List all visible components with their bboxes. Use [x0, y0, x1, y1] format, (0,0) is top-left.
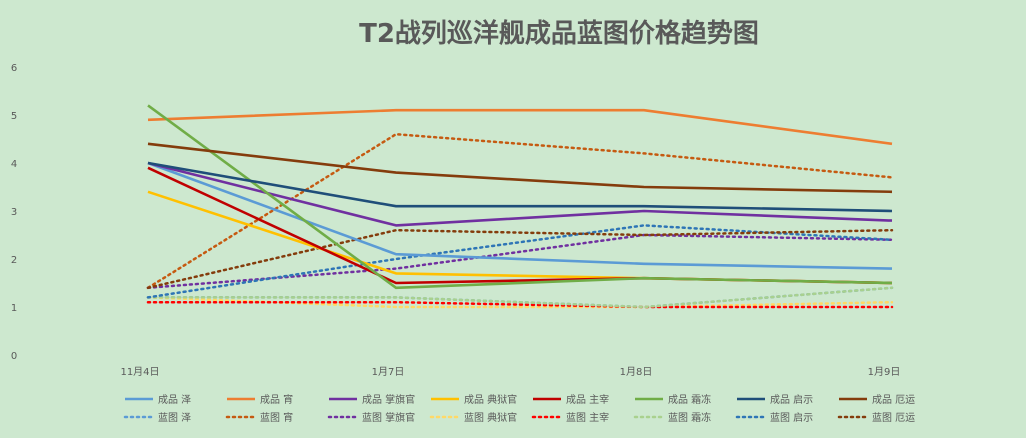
- legend-label: 蓝图 霜冻: [668, 411, 711, 424]
- legend-label: 成品 厄运: [872, 394, 915, 406]
- y-tick-label: 0: [11, 351, 17, 362]
- legend-label: 成品 典狱官: [464, 393, 517, 406]
- series-line: [146, 233, 894, 290]
- chart-title: T2战列巡洋舰成品蓝图价格趋势图: [359, 18, 759, 49]
- legend-label: 成品 主宰: [566, 393, 609, 406]
- legend-label: 蓝图 掌旗官: [362, 411, 415, 424]
- series-line: [146, 296, 894, 309]
- legend-label: 蓝图 典狱官: [464, 411, 517, 424]
- series-line: [147, 108, 893, 146]
- series-line: [147, 161, 893, 270]
- series-line: [146, 132, 894, 290]
- x-tick-label: 11月4日: [120, 366, 159, 378]
- y-tick-label: 6: [11, 63, 17, 74]
- x-axis-ticks: 11月4日 1月7日 1月8日 1月9日: [120, 366, 900, 378]
- series-line: [146, 300, 894, 309]
- series-line: [146, 228, 894, 290]
- legend-label: 蓝图 厄运: [872, 412, 915, 424]
- x-tick-label: 1月8日: [620, 366, 653, 378]
- series-lines: [146, 104, 894, 309]
- y-tick-label: 3: [11, 207, 17, 218]
- legend-label: 蓝图 启示: [770, 411, 813, 424]
- x-tick-label: 1月7日: [372, 366, 405, 378]
- series-line: [147, 142, 893, 194]
- y-tick-label: 2: [11, 255, 17, 266]
- y-tick-label: 4: [11, 159, 17, 170]
- legend: 成品 泽 成品 宵 成品 掌旗官 成品 典狱官 成品 主宰 成品 霜冻 成品 启示 成品 厄运…: [123, 393, 915, 424]
- legend-label: 成品 宵: [260, 393, 293, 406]
- x-tick-label: 1月9日: [868, 366, 901, 378]
- y-tick-label: 5: [11, 111, 17, 122]
- legend-label: 成品 掌旗官: [362, 393, 415, 406]
- legend-label: 成品 泽: [158, 394, 191, 406]
- legend-label: 成品 启示: [770, 393, 813, 406]
- legend-label: 蓝图 宵: [260, 411, 293, 424]
- legend-label: 蓝图 泽: [158, 412, 191, 424]
- legend-label: 蓝图 主宰: [566, 411, 609, 424]
- y-tick-label: 1: [11, 303, 17, 314]
- y-axis-ticks: 0 1 2 3 4 5 6: [11, 63, 17, 362]
- series-line: [147, 161, 893, 227]
- series-line: [147, 104, 893, 290]
- series-line: [147, 161, 893, 213]
- series-line: [146, 286, 894, 309]
- legend-label: 成品 霜冻: [668, 393, 711, 406]
